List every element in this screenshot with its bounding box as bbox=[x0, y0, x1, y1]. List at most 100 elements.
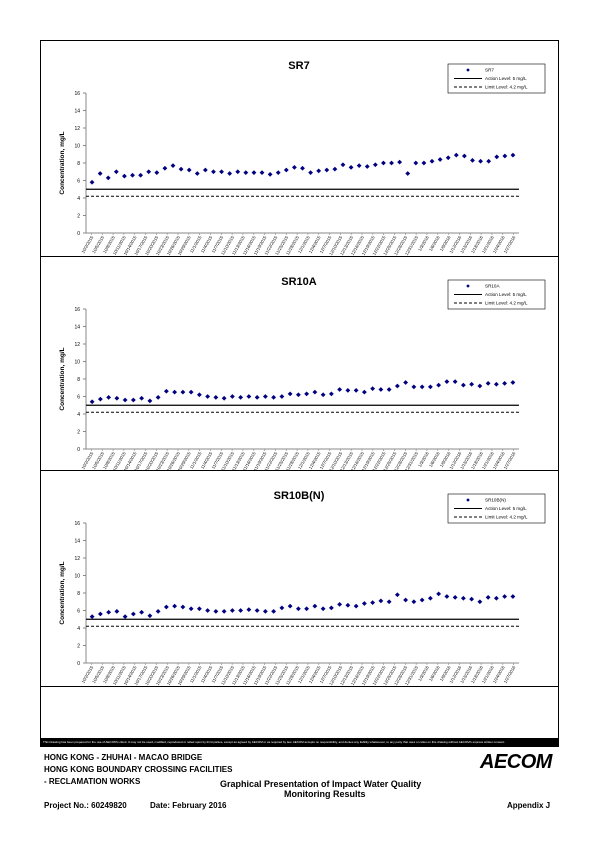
legend-label: Limit Level: 4.2 mg/L bbox=[485, 515, 528, 520]
data-point-41 bbox=[413, 160, 419, 166]
data-point-30 bbox=[324, 167, 330, 173]
chart-panel-sr10bn: SR10B(N) 0 2 4 6 8 10 12 14 16 Concentration, mg/L… bbox=[41, 471, 558, 687]
y-tick-label: 4 bbox=[77, 626, 80, 632]
y-tick-label: 2 bbox=[77, 644, 80, 650]
data-point-32 bbox=[340, 162, 346, 168]
data-point-11 bbox=[170, 163, 176, 169]
data-point-50 bbox=[493, 595, 499, 601]
data-point-27 bbox=[304, 391, 310, 397]
drawing-title-line1: Graphical Presentation of Impact Water Q… bbox=[220, 779, 422, 789]
legend-label: Action Level: 5 mg/L bbox=[485, 76, 527, 81]
data-point-40 bbox=[411, 599, 417, 605]
legend-label: SR7 bbox=[485, 68, 494, 73]
data-point-47 bbox=[469, 596, 475, 602]
data-point-50 bbox=[486, 158, 492, 164]
data-point-10 bbox=[163, 388, 169, 394]
data-point-41 bbox=[419, 597, 425, 603]
data-point-10 bbox=[162, 165, 168, 171]
data-point-36 bbox=[372, 162, 378, 168]
data-point-6 bbox=[130, 397, 136, 403]
data-point-49 bbox=[485, 380, 491, 386]
legend: SR10B(N) Action Level: 5 mg/L Limit Level:… bbox=[447, 493, 546, 524]
y-axis-title: Concentration, mg/L bbox=[59, 131, 66, 194]
data-point-40 bbox=[411, 384, 417, 390]
data-point-19 bbox=[238, 394, 244, 400]
y-tick-label: 6 bbox=[77, 395, 80, 401]
data-point-30 bbox=[328, 391, 334, 397]
data-point-43 bbox=[436, 382, 442, 388]
data-point-52 bbox=[510, 380, 516, 385]
data-point-22 bbox=[262, 608, 268, 614]
data-point-32 bbox=[345, 602, 351, 608]
data-point-17 bbox=[221, 395, 227, 401]
data-point-23 bbox=[271, 608, 277, 614]
data-point-38 bbox=[394, 592, 400, 598]
data-point-9 bbox=[155, 394, 161, 400]
data-point-46 bbox=[460, 382, 466, 388]
data-point-35 bbox=[370, 600, 376, 606]
data-point-44 bbox=[444, 379, 450, 385]
data-point-31 bbox=[337, 387, 343, 392]
legend-marker-diamond bbox=[466, 284, 470, 288]
data-point-33 bbox=[353, 387, 359, 393]
data-point-43 bbox=[436, 591, 442, 597]
data-point-15 bbox=[205, 394, 211, 399]
data-point-8 bbox=[147, 398, 153, 404]
data-point-47 bbox=[461, 153, 467, 159]
data-point-23 bbox=[267, 171, 273, 177]
data-point-46 bbox=[460, 595, 466, 601]
data-point-38 bbox=[389, 160, 394, 166]
aecom-logo: AECOM bbox=[480, 751, 552, 773]
data-point-25 bbox=[287, 391, 293, 397]
data-point-5 bbox=[122, 614, 128, 620]
data-point-11 bbox=[172, 603, 178, 609]
data-point-13 bbox=[186, 167, 192, 173]
data-point-49 bbox=[485, 594, 491, 600]
data-point-12 bbox=[178, 166, 184, 172]
data-point-22 bbox=[262, 394, 268, 399]
data-point-4 bbox=[114, 395, 120, 401]
data-point-45 bbox=[445, 155, 451, 161]
data-point-48 bbox=[477, 383, 483, 389]
y-tick-label: 2 bbox=[77, 214, 80, 220]
data-point-26 bbox=[295, 392, 301, 398]
data-point-25 bbox=[287, 603, 293, 609]
data-point-31 bbox=[337, 601, 343, 607]
legend-label: SR10A bbox=[485, 284, 500, 289]
chart-title: SR10A bbox=[281, 276, 317, 288]
y-tick-label: 10 bbox=[74, 574, 80, 580]
data-point-21 bbox=[254, 608, 260, 613]
data-point-38 bbox=[394, 383, 400, 389]
data-point-42 bbox=[427, 384, 433, 390]
disclaimer-strip: This Drawing has been prepared for the u… bbox=[40, 738, 559, 747]
y-tick-label: 12 bbox=[74, 126, 80, 132]
y-tick-label: 12 bbox=[74, 342, 80, 348]
data-point-6 bbox=[130, 172, 135, 178]
project-number: Project No.: 60249820 bbox=[44, 801, 127, 810]
data-point-26 bbox=[295, 606, 301, 612]
data-point-8 bbox=[147, 613, 153, 619]
y-tick-label: 0 bbox=[77, 231, 80, 237]
data-point-30 bbox=[328, 605, 334, 611]
y-axis-title: Concentration, mg/L bbox=[59, 561, 66, 624]
data-point-17 bbox=[221, 608, 227, 614]
y-tick-label: 6 bbox=[77, 609, 80, 615]
data-point-36 bbox=[378, 598, 384, 604]
data-point-12 bbox=[180, 604, 186, 610]
drawing-date: Date: February 2016 bbox=[150, 801, 227, 810]
project-name-line2: HONG KONG BOUNDARY CROSSING FACILITIES bbox=[44, 765, 233, 774]
data-point-33 bbox=[348, 164, 354, 170]
data-point-1 bbox=[89, 399, 95, 405]
data-point-3 bbox=[105, 175, 111, 181]
y-tick-label: 16 bbox=[74, 91, 80, 97]
data-point-9 bbox=[154, 170, 160, 176]
data-point-51 bbox=[502, 380, 508, 386]
y-tick-label: 8 bbox=[77, 591, 80, 597]
legend-label: Action Level: 5 mg/L bbox=[485, 292, 527, 297]
data-point-18 bbox=[229, 608, 235, 613]
data-point-27 bbox=[300, 165, 305, 171]
data-point-1 bbox=[89, 179, 95, 185]
data-point-48 bbox=[477, 599, 483, 605]
data-point-42 bbox=[427, 595, 433, 601]
